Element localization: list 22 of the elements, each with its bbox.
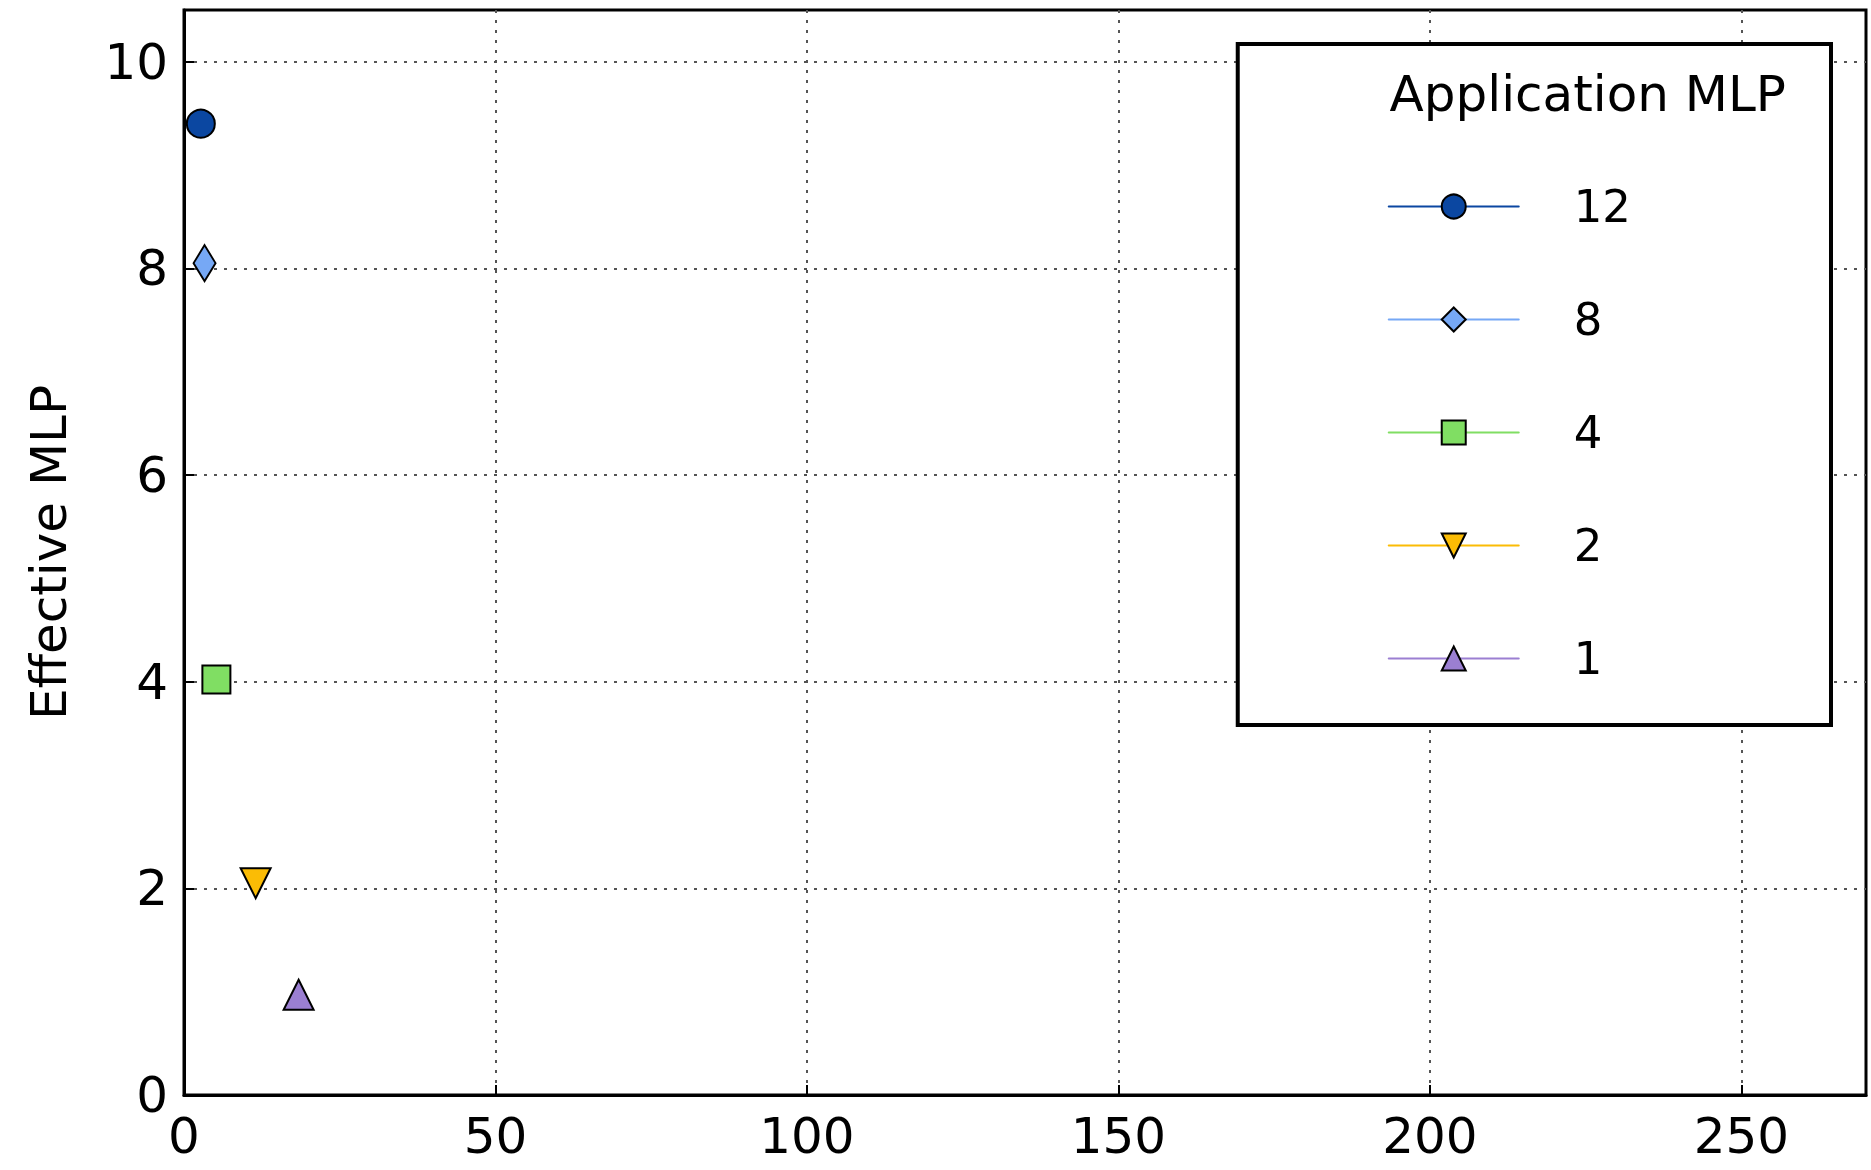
- legend-label: 12: [1573, 180, 1631, 233]
- y-tick-label: 0: [136, 1066, 168, 1124]
- y-tick-label: 6: [136, 446, 168, 504]
- y-tick-label: 2: [136, 859, 168, 918]
- y-tick-label: 8: [136, 239, 168, 298]
- y-tick-label: 10: [104, 32, 168, 91]
- point: [282, 978, 315, 1011]
- x-tick-label: 250: [1693, 1107, 1790, 1165]
- y-tick-label: 4: [136, 652, 168, 711]
- y-axis-title: Effective MLP: [20, 384, 78, 721]
- legend-label: 8: [1573, 293, 1603, 346]
- point: [201, 664, 232, 695]
- x-tick-label: 150: [1070, 1107, 1167, 1165]
- legend-label: 2: [1573, 519, 1603, 572]
- point: [239, 867, 272, 900]
- legend-title: Application MLP: [1389, 65, 1787, 123]
- legend-label: 4: [1573, 406, 1603, 459]
- point: [185, 108, 216, 139]
- x-tick-label: 200: [1382, 1107, 1478, 1165]
- x-tick-label: 100: [759, 1107, 855, 1165]
- x-tick-label: 50: [463, 1107, 528, 1165]
- legend-label: 1: [1573, 632, 1603, 685]
